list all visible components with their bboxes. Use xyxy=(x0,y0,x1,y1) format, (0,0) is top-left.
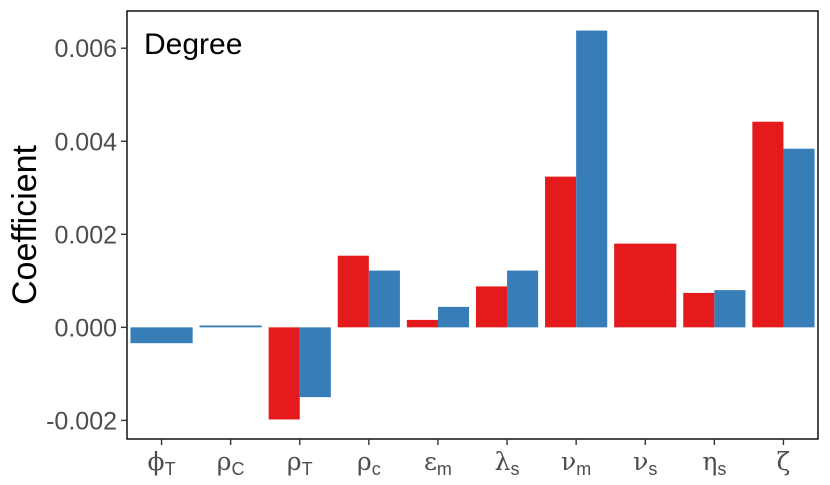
bar-0-3 xyxy=(337,255,369,328)
bar-1-1 xyxy=(199,325,262,328)
bar-0-2 xyxy=(268,327,300,420)
bar-0-8 xyxy=(683,292,715,328)
bar-1-3 xyxy=(368,270,400,328)
y-axis: -0.002 0.000 0.002 0.004 0.006 xyxy=(46,35,127,435)
bar-0-7 xyxy=(614,243,677,328)
bar-1-9 xyxy=(783,148,815,328)
x-tick-label: ρC xyxy=(217,447,245,479)
y-tick-label: 0.002 xyxy=(54,221,117,249)
x-tick-label: λs xyxy=(495,447,520,479)
bar-0-9 xyxy=(752,121,784,328)
x-tick-label: νm xyxy=(561,447,591,479)
bar-1-0 xyxy=(130,327,193,344)
x-tick-label: ρc xyxy=(357,447,381,479)
x-tick-label: ρT xyxy=(287,447,313,479)
x-tick-label: ζ xyxy=(777,447,791,476)
x-tick-label: εm xyxy=(424,447,452,479)
bar-0-5 xyxy=(475,286,508,328)
bar-0-4 xyxy=(406,319,438,328)
bar-1-6 xyxy=(576,30,608,328)
y-tick-label: 0.000 xyxy=(54,314,117,342)
bars-layer xyxy=(130,30,815,420)
bar-1-5 xyxy=(507,270,539,328)
y-tick-label: 0.006 xyxy=(54,35,117,63)
x-tick-label: ηs xyxy=(702,447,726,479)
y-tick-label: 0.004 xyxy=(54,128,117,156)
x-tick-label: νs xyxy=(633,447,657,479)
bar-0-6 xyxy=(545,176,577,328)
plot-panel-border xyxy=(126,10,819,440)
bar-1-4 xyxy=(437,306,470,328)
x-tick-label: ϕT xyxy=(148,447,176,479)
bar-1-2 xyxy=(299,327,331,398)
x-axis: ϕT ρC ρT ρc εm λs νm νs ηs ζ xyxy=(148,439,791,479)
y-axis-title: Coefficient xyxy=(6,144,44,305)
bar-1-8 xyxy=(714,290,746,328)
panel-label: Degree xyxy=(144,28,242,61)
y-tick-label: -0.002 xyxy=(46,407,117,435)
